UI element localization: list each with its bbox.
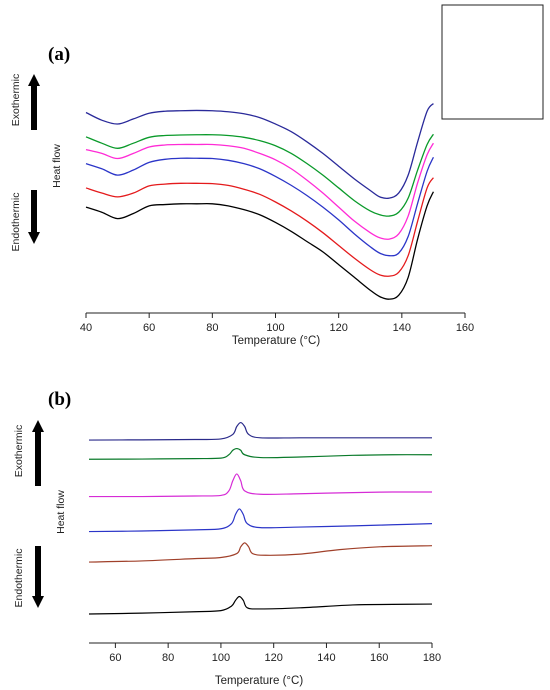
panel-a-x-tick-label: 60 (143, 322, 155, 334)
panel-a-direction-indicator: Exothermic Endothermic Heat flow (10, 74, 63, 252)
panel-a-x-ticks: 40 60 80 100 120 140 160 (80, 313, 474, 334)
panel-a-series-4 (85, 133, 434, 217)
panel-b-x-tick-label: 180 (423, 652, 441, 664)
panel-a-x-tick-label: 140 (393, 322, 411, 334)
panel-a-x-tick-label: 100 (266, 322, 284, 334)
panel-b-x-tick-label: 120 (265, 652, 283, 664)
panel-b-letter: (b) (48, 389, 71, 410)
panel-b-endothermic-label: Endothermic (13, 549, 25, 608)
panel-b-x-ticks: 60 80 100 120 140 160 180 (109, 643, 441, 664)
panel-b-x-axis-label: Temperature (°C) (215, 675, 303, 687)
panel-a-exothermic-label: Exothermic (10, 74, 22, 127)
panel-b-series-0 (88, 595, 433, 615)
up-arrow-shaft (35, 432, 41, 486)
panel-a-x-tick-label: 120 (329, 322, 347, 334)
panel-b-exothermic-label: Exothermic (13, 425, 25, 478)
panel-b-curves (88, 421, 433, 615)
panel-b: (b) Exothermic Endothermic Heat flow 60 8… (13, 389, 441, 687)
panel-b-series-2 (88, 508, 433, 533)
up-arrow-shaft (31, 86, 37, 130)
panel-a-endothermic-label: Endothermic (10, 193, 22, 252)
panel-a-legend (441, 4, 544, 120)
panel-a-x-tick-label: 160 (456, 322, 474, 334)
panel-a-series-1 (85, 177, 434, 277)
panel-a-series-5 (85, 103, 434, 200)
down-arrow-shaft (31, 190, 37, 232)
up-arrow-icon (32, 420, 44, 432)
panel-a-letter: (a) (48, 44, 70, 65)
panel-b-series-4 (88, 447, 433, 460)
panel-b-series-3 (88, 473, 433, 498)
panel-b-x-tick-label: 60 (109, 652, 121, 664)
panel-a-series-3 (85, 142, 434, 240)
down-arrow-icon (32, 596, 44, 608)
panel-b-x-tick-label: 80 (162, 652, 174, 664)
panel-a-y-axis-label: Heat flow (51, 144, 63, 188)
panel-a-x-axis-label: Temperature (°C) (232, 335, 320, 347)
panel-a-series-2 (85, 156, 435, 257)
panel-b-x-tick-label: 100 (212, 652, 230, 664)
panel-a: (a) Exothermic Endothermic Heat flow 40 6… (10, 4, 544, 347)
panel-a-series-0 (85, 191, 435, 300)
up-arrow-icon (28, 74, 40, 86)
panel-b-series-5 (88, 421, 432, 441)
panel-b-direction-indicator: Exothermic Endothermic Heat flow (13, 420, 67, 608)
panel-a-legend-box (441, 4, 544, 120)
panel-a-curves (85, 103, 435, 300)
panel-b-series-1 (88, 542, 433, 563)
panel-b-x-tick-label: 160 (370, 652, 388, 664)
panel-a-x-tick-label: 80 (206, 322, 218, 334)
panel-a-x-tick-label: 40 (80, 322, 92, 334)
down-arrow-shaft (35, 546, 41, 596)
down-arrow-icon (28, 232, 40, 244)
panel-b-x-tick-label: 140 (317, 652, 335, 664)
panel-b-y-axis-label: Heat flow (55, 490, 67, 534)
